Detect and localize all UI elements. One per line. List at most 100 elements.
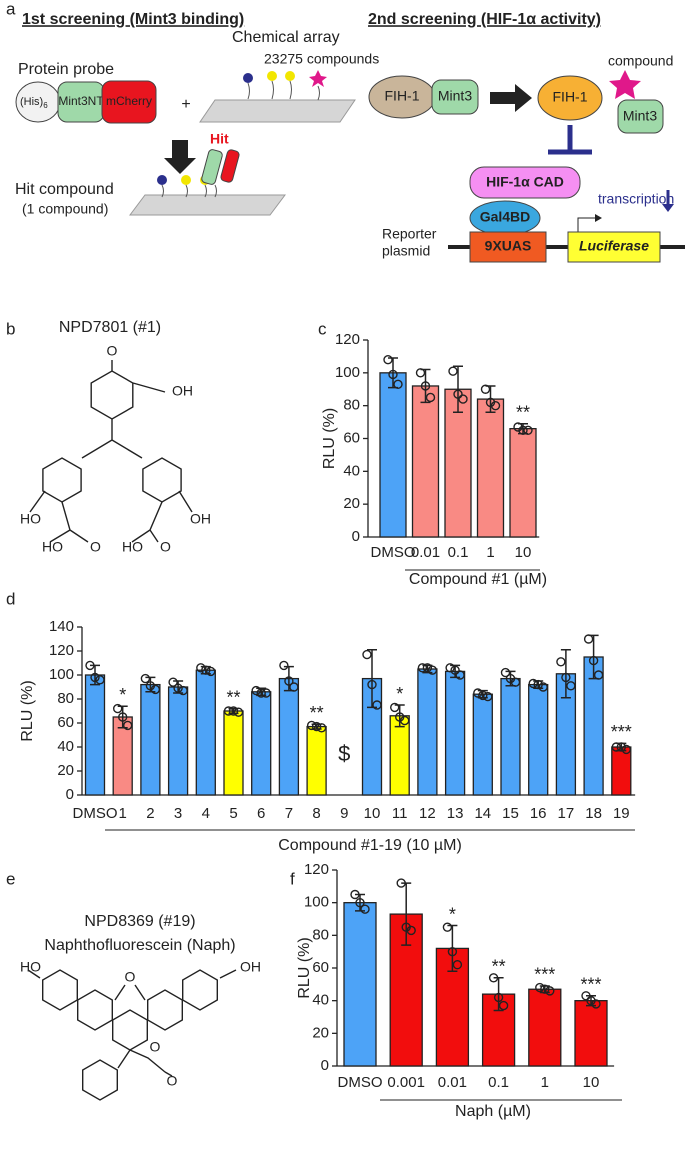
x-tick-label: 19 [613,805,630,822]
data-point [588,655,599,666]
x-tick-label: 10 [364,805,381,822]
y-tick-label: 40 [343,462,360,479]
bar [389,715,410,796]
data-point [417,663,428,673]
data-point [453,389,463,399]
y-tick-label: 0 [321,1057,329,1074]
error-bar [355,893,365,912]
compound-name: NPD8369 (#19) [84,913,195,930]
data-point [540,984,550,994]
data-point [583,634,594,644]
data-point [518,425,528,435]
x-tick-label: 15 [502,805,519,822]
data-point [256,688,266,698]
label: 9XUAS [485,238,532,254]
data-point [478,690,488,701]
data-point [400,715,410,726]
x-tick-label: 14 [474,805,491,822]
data-point [140,673,151,684]
data-point [85,660,95,671]
y-axis-label: RLU (%) [296,937,313,998]
data-point [393,379,403,390]
ring [81,1059,119,1101]
bar [574,1000,608,1067]
label: Gal4BD [480,209,531,225]
ring [181,969,219,1011]
bar [444,388,472,538]
x-tick-label: 8 [312,805,320,822]
significance-label: *** [580,975,601,995]
ring [42,457,82,503]
label: Chemical array [232,29,340,46]
x-tick-label: 16 [530,805,547,822]
error-bar [394,704,405,728]
atom: O [167,1073,178,1089]
significance-label: ** [492,957,506,977]
atom: OH [190,511,211,527]
atom: HO [20,959,41,975]
bar [417,668,438,796]
data-point [535,982,545,993]
x-tick-label: 0.1 [448,544,469,561]
data-point [415,368,426,378]
label: (His)6 [20,96,48,110]
bar [306,725,327,796]
label: Protein probe [18,61,114,78]
panel-label: b [6,319,15,338]
data-point [450,665,460,675]
ring [146,989,184,1031]
bar [444,670,466,796]
label: Mint3 [438,88,472,104]
y-tick-label: 80 [312,926,329,943]
error-bar [173,680,184,694]
data-point [498,1000,509,1011]
atom: O [90,539,101,555]
y-tick-label: 20 [312,1024,329,1041]
y-tick-label: 120 [335,331,360,348]
arrow [164,140,196,174]
significance-label: ** [516,402,530,422]
data-point [556,657,566,667]
data-point [396,878,406,888]
data-point [279,660,289,671]
hif-box [469,166,581,199]
data-point [427,665,438,675]
mcherry-box [101,80,157,124]
label: plasmid [382,243,430,259]
data-point [201,665,211,675]
atom: O [125,969,136,985]
bar [528,683,549,796]
error-bar [117,705,128,729]
panel-label: a [6,0,16,18]
array-slide [129,194,286,216]
data-point [350,889,360,900]
error-bar [450,664,461,679]
error-bar [586,995,596,1007]
data-point [196,663,206,673]
data-point [425,392,436,403]
error-bar [401,882,412,946]
significance-label: *** [611,722,632,742]
data-point [372,700,382,710]
y-axis-label: RLU (%) [321,408,338,469]
data-point [122,720,133,731]
bond [27,969,237,1077]
x-tick-label: 1 [541,1074,549,1091]
data-point [523,425,533,435]
bar [500,677,521,796]
x-tick-label: DMSO [371,544,416,561]
bar [411,385,440,538]
atom: HO [122,539,143,555]
label: FIH-1 [553,89,588,105]
data-point [206,666,216,677]
panel-label: d [6,589,15,608]
x-tick-label: DMSO [338,1074,383,1091]
label: Mint3NT [58,94,104,108]
atom: OH [172,383,193,399]
x-tick-label: 18 [585,805,602,822]
panel-label: c [318,319,327,338]
bar [472,693,493,796]
x-tick-label: 9 [340,805,348,822]
data-point [448,366,458,376]
atom: HO [42,539,63,555]
